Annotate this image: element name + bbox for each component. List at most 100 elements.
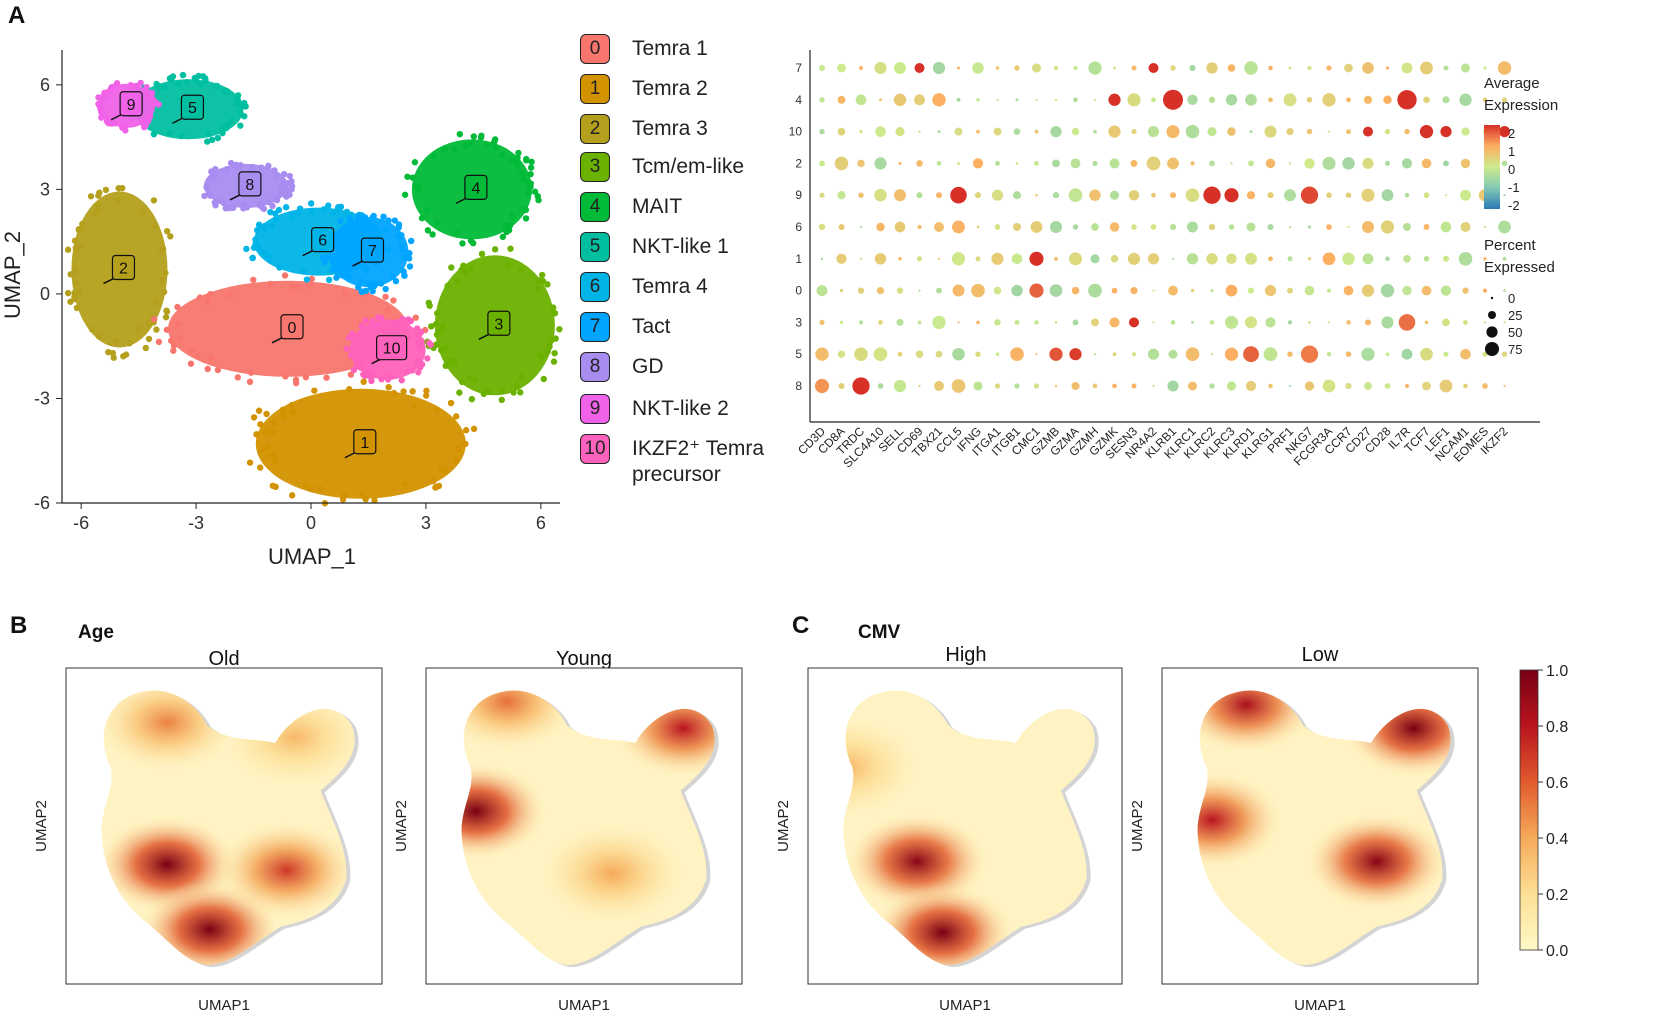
- dotplot-dot: [1482, 288, 1488, 293]
- dotplot-dot: [1072, 319, 1079, 326]
- dotplot-dot: [976, 320, 980, 325]
- umap-point: [347, 371, 355, 378]
- dotplot-dot: [1243, 346, 1259, 363]
- umap-y-tick-label: -3: [34, 388, 50, 408]
- dotplot-dot: [1166, 125, 1180, 139]
- dotplot-dot: [1397, 90, 1417, 110]
- umap-point: [142, 344, 150, 352]
- umap-point: [269, 428, 276, 436]
- legend-label: Temra 2: [632, 77, 708, 100]
- umap-point: [452, 457, 460, 464]
- umap-point: [528, 158, 535, 166]
- legend-swatch: 8: [580, 352, 610, 382]
- umap-point: [253, 431, 260, 438]
- umap-point: [389, 273, 396, 280]
- dotplot-dot: [1151, 192, 1156, 198]
- umap-point: [280, 170, 288, 178]
- dotplot-dot: [1503, 289, 1506, 292]
- umap-point: [271, 167, 278, 174]
- dotplot-dot: [1131, 352, 1137, 357]
- umap-x-tick-label: 3: [421, 513, 431, 533]
- dotplot-dot: [937, 257, 941, 260]
- umap-point: [459, 378, 466, 386]
- umap-point: [517, 389, 524, 396]
- dotplot-dot: [1421, 285, 1432, 296]
- size-legend-title: Percent: [1484, 237, 1537, 254]
- density-panel-high: UMAP1 UMAP2: [775, 667, 1123, 1014]
- dotplot-dot: [1327, 130, 1331, 133]
- umap-point: [153, 326, 160, 333]
- dotplot-dot: [1167, 380, 1179, 392]
- umap-point: [442, 362, 449, 370]
- dotplot-dot: [1071, 381, 1080, 391]
- umap-label-2: 2: [103, 254, 136, 285]
- legend-label: Tcm/em-like: [632, 155, 745, 178]
- dotplot-dot: [838, 382, 845, 390]
- umap-point: [432, 321, 440, 328]
- dotplot-dot: [1483, 225, 1487, 229]
- umap-point: [380, 213, 387, 220]
- umap-point: [385, 217, 392, 224]
- density-y-label: UMAP2: [775, 800, 792, 852]
- umap-point: [498, 387, 506, 394]
- umap-point: [295, 283, 302, 291]
- dotplot-dot: [1398, 314, 1416, 331]
- umap-point: [145, 117, 152, 125]
- dotplot-dot: [1029, 251, 1044, 266]
- umap-point: [355, 284, 362, 291]
- dotplot-cluster-label: 1: [795, 252, 802, 266]
- dotplot-dot: [1322, 156, 1336, 170]
- dotplot-dot: [932, 315, 946, 330]
- density-title-young: Young: [556, 648, 612, 670]
- umap-point: [411, 159, 419, 166]
- umap-point: [307, 200, 315, 207]
- dotplot-dot: [1503, 321, 1506, 324]
- umap-point: [257, 421, 264, 428]
- umap-point: [345, 273, 352, 280]
- umap-point: [282, 204, 290, 211]
- dotplot-dot: [837, 191, 846, 200]
- umap-point: [303, 276, 311, 283]
- dotplot-dot: [917, 224, 922, 230]
- umap-point: [155, 101, 162, 108]
- dotplot-cluster-label: 4: [795, 93, 802, 107]
- umap-point: [534, 193, 541, 200]
- dotplot-dot: [859, 130, 863, 134]
- dotplot-dot: [854, 347, 868, 362]
- umap-point: [209, 173, 217, 180]
- umap-point: [255, 407, 263, 414]
- dotplot-dot: [1068, 188, 1083, 202]
- dotplot-dot: [1482, 97, 1488, 102]
- legend-swatch: 10: [580, 434, 610, 464]
- dotplot-cluster-label: 3: [795, 315, 802, 329]
- dotplot-dot: [1052, 192, 1060, 199]
- legend-swatch: 1: [580, 74, 610, 104]
- umap-point: [517, 266, 525, 274]
- dotplot-dot: [1131, 383, 1137, 389]
- dotplot-dot: [1306, 128, 1313, 135]
- dotplot-dot: [1109, 222, 1120, 232]
- umap-point: [527, 164, 535, 171]
- dotplot-dot: [1363, 126, 1373, 137]
- dotplot-dot: [1147, 125, 1160, 138]
- dotplot-dot: [1191, 321, 1194, 324]
- dotplot-dot: [1209, 320, 1215, 325]
- dotplot-dot: [1052, 159, 1060, 168]
- dotplot-dot: [1345, 351, 1352, 357]
- umap-point: [478, 250, 486, 258]
- dotplot-dot: [1342, 157, 1355, 170]
- dotplot-dot: [1287, 351, 1293, 357]
- dotplot-dot: [1463, 319, 1468, 325]
- dotplot-cluster-label: 6: [795, 220, 802, 234]
- umap-point: [281, 272, 289, 279]
- dotplot-dot: [1383, 95, 1392, 105]
- dotplot-dot: [1458, 251, 1473, 266]
- umap-point: [334, 206, 341, 214]
- umap-point: [272, 216, 279, 223]
- umap-point: [72, 279, 80, 286]
- colorbar-tick-label: 1.0: [1546, 663, 1568, 680]
- dotplot-dot: [950, 186, 967, 204]
- umap-point: [115, 185, 122, 192]
- umap-point: [377, 280, 385, 287]
- umap-point: [360, 378, 367, 385]
